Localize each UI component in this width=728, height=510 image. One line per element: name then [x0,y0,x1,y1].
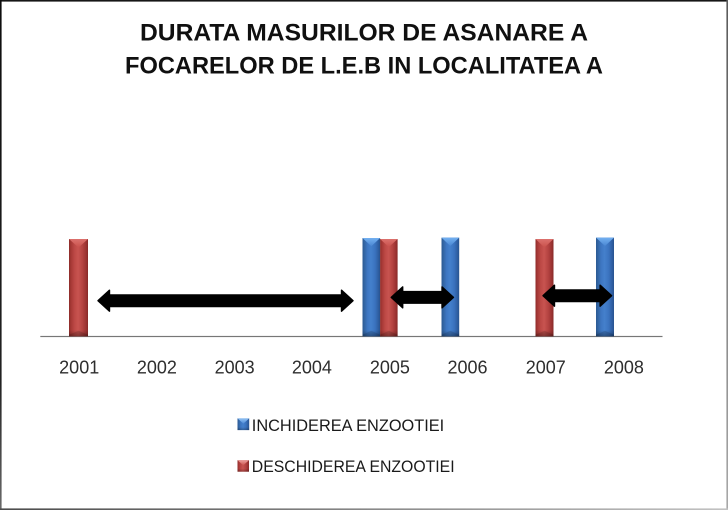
svg-text:2007: 2007 [526,358,566,378]
svg-text:2003: 2003 [215,358,255,378]
svg-text:2004: 2004 [292,358,332,378]
svg-text:2005: 2005 [370,358,410,378]
svg-text:DESCHIDEREA ENZOOTIEI: DESCHIDEREA ENZOOTIEI [252,458,455,476]
svg-text:2001: 2001 [59,358,99,378]
svg-text:DURATA MASURILOR DE ASANARE A: DURATA MASURILOR DE ASANARE A [140,20,588,47]
svg-text:FOCARELOR DE L.E.B IN LOCALITA: FOCARELOR DE L.E.B IN LOCALITATEA A [125,53,603,80]
svg-text:2002: 2002 [137,358,177,378]
svg-text:INCHIDEREA ENZOOTIEI: INCHIDEREA ENZOOTIEI [252,417,444,435]
svg-text:2008: 2008 [604,358,644,378]
svg-text:2006: 2006 [447,358,487,378]
